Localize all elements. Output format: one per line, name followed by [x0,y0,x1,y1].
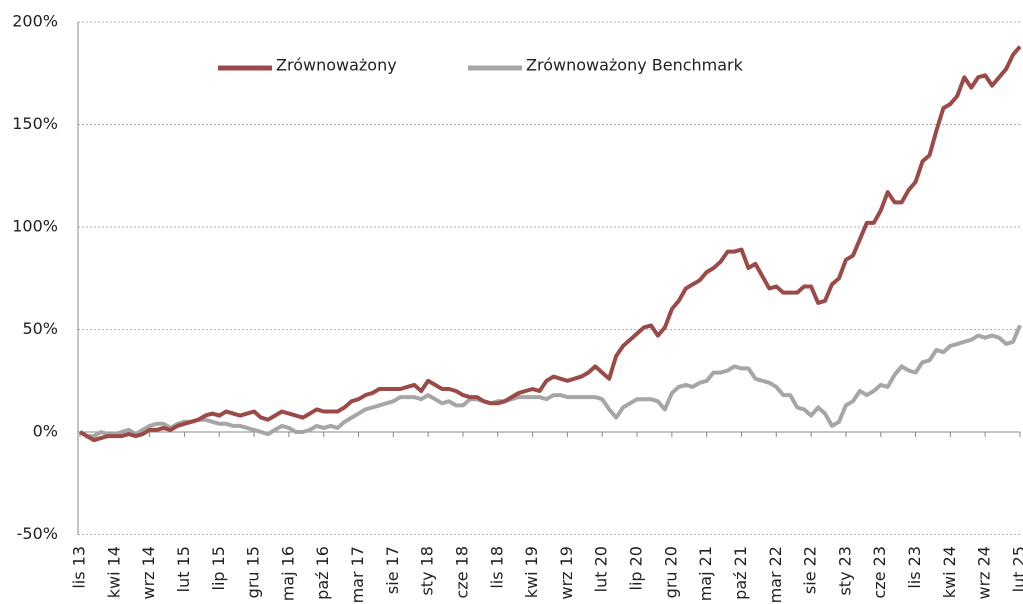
legend-label: Zrównoważony Benchmark [526,56,744,75]
x-tick-label: maj 16 [278,546,297,601]
x-tick-label: sie 22 [801,546,820,594]
x-tick-label: paź 16 [313,546,332,600]
x-tick-label: gru 20 [661,546,680,598]
x-tick-label: lip 15 [209,546,228,591]
x-tick-label: sie 17 [383,546,402,594]
x-tick-label: lis 23 [905,546,924,589]
x-tick-label: kwi 19 [522,546,541,598]
y-tick-label: 0% [33,422,58,441]
y-tick-label: 100% [12,217,58,236]
x-tick-label: wrz 14 [139,546,158,600]
x-tick-label: mar 17 [348,546,367,603]
y-tick-label: 150% [12,114,58,133]
x-tick-label: sty 18 [418,546,437,596]
x-tick-label: wrz 24 [975,546,994,600]
x-tick-label: kwi 24 [940,546,959,598]
x-tick-label: maj 21 [696,546,715,601]
x-tick-label: paź 21 [731,546,750,600]
x-tick-label: sty 23 [835,546,854,596]
y-tick-label: -50% [17,524,58,543]
series-line [78,324,1022,439]
x-tick-label: lis 13 [70,546,89,589]
legend-label: Zrównoważony [276,56,397,75]
y-tick-label: 50% [22,319,58,338]
x-tick-label: lut 25 [1010,546,1023,592]
x-tick-label: lut 20 [592,546,611,592]
x-tick-label: kwi 14 [104,546,123,598]
x-tick-label: lis 18 [487,546,506,589]
x-tick-label: lip 20 [627,546,646,591]
series-line [78,45,1022,443]
x-tick-label: wrz 19 [557,546,576,600]
y-tick-label: 200% [12,12,58,31]
x-tick-label: cze 18 [452,546,471,598]
x-tick-label: gru 15 [244,546,263,598]
x-tick-label: cze 23 [870,546,889,598]
x-tick-label: lut 15 [174,546,193,592]
x-tick-label: mar 22 [766,546,785,603]
